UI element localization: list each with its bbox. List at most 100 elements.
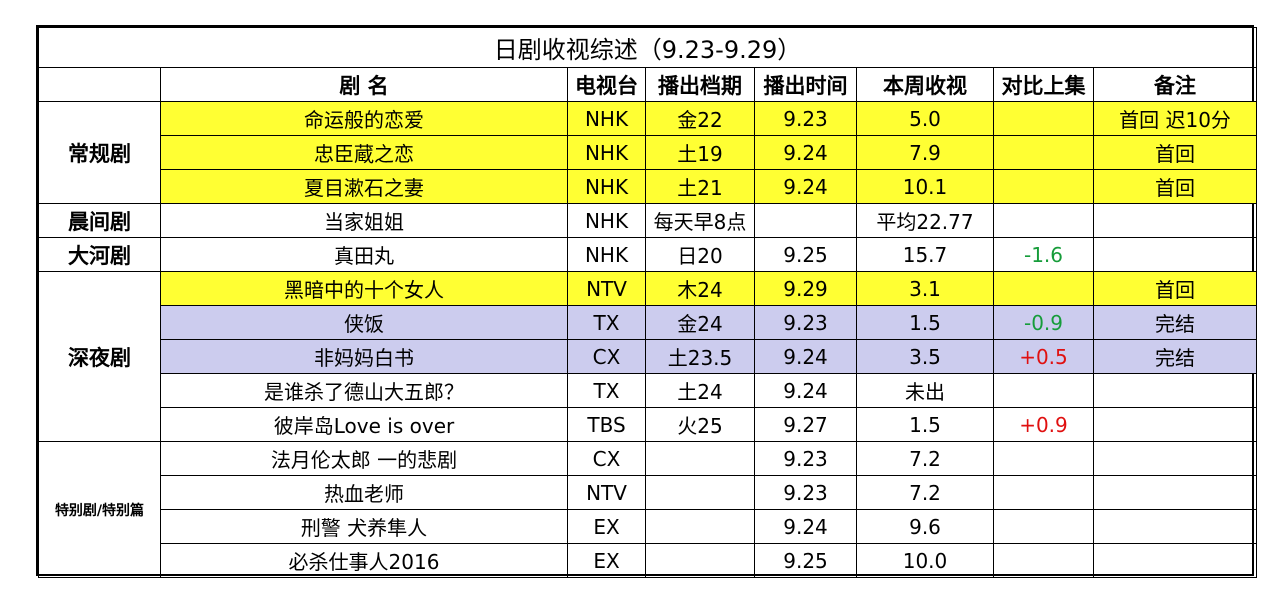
table-row: 大河剧 真田丸 NHK 日20 9.25 15.7 -1.6 <box>38 237 1258 272</box>
cell-rating: 平均22.77 <box>856 203 994 238</box>
cell-diff <box>993 373 1094 408</box>
cell-name: 是谁杀了德山大五郎？ <box>160 373 568 408</box>
cell-note: 完结 <box>1092 305 1258 340</box>
cell-airdate: 9.25 <box>754 543 857 578</box>
cell-station: EX <box>567 543 646 578</box>
header-name: 剧 名 <box>160 67 568 102</box>
cell-note <box>1092 441 1258 476</box>
cell-rating: 7.2 <box>856 475 994 510</box>
ratings-table: 日剧收视综述（9.23-9.29） 剧 名 电视台 播出档期 播出时间 本周收视… <box>37 27 1258 578</box>
cell-slot <box>645 509 755 544</box>
cell-rating: 3.5 <box>856 339 994 374</box>
cell-name: 忠臣蔵之恋 <box>160 135 568 170</box>
table-row: 深夜剧 黑暗中的十个女人 NTV 木24 9.29 3.1 首回 <box>38 271 1258 442</box>
cell-airdate: 9.24 <box>754 169 857 204</box>
cell-note: 首回 迟10分 <box>1092 101 1258 136</box>
cell-diff <box>993 543 1094 578</box>
cell-slot: 金24 <box>645 305 755 340</box>
table-row: 侠饭 TX 金24 9.23 1.5 -0.9 完结 <box>39 305 1258 340</box>
cell-name: 夏目漱石之妻 <box>160 169 568 204</box>
header-note: 备注 <box>1092 67 1258 102</box>
cell-slot: 木24 <box>645 271 755 306</box>
table-row: 常规剧 命运般的恋爱 NHK 金22 9.23 5.0 首回 迟10分 <box>38 101 1258 204</box>
cell-name: 刑警 犬养隼人 <box>160 509 568 544</box>
cell-airdate: 9.24 <box>754 373 857 408</box>
cell-name: 彼岸岛Love is over <box>160 407 568 442</box>
cell-note: 首回 <box>1092 135 1258 170</box>
cell-slot: 土23.5 <box>645 339 755 374</box>
category-morning: 晨间剧 <box>38 203 161 238</box>
cell-station: NTV <box>567 475 646 510</box>
header-slot: 播出档期 <box>645 67 755 102</box>
cell-rating: 7.9 <box>856 135 994 170</box>
cell-station: NHK <box>567 169 646 204</box>
cell-note <box>1092 475 1258 510</box>
title-row: 日剧收视综述（9.23-9.29） <box>37 27 1258 68</box>
cell-station: EX <box>567 509 646 544</box>
cell-diff <box>993 441 1094 476</box>
table-row: 是谁杀了德山大五郎？ TX 土24 9.24 未出 <box>39 373 1258 408</box>
cell-note <box>1092 237 1258 272</box>
cell-slot: 土19 <box>645 135 755 170</box>
category-taiga: 大河剧 <box>38 237 161 272</box>
cell-name: 当家姐姐 <box>160 203 568 238</box>
cell-note <box>1092 373 1258 408</box>
table-row: 特别剧/特别篇 法月伦太郎 一的悲剧 CX 9.23 7.2 <box>38 441 1258 578</box>
cell-airdate: 9.23 <box>754 305 857 340</box>
table-row: 彼岸岛Love is over TBS 火25 9.27 1.5 +0.9 <box>39 407 1258 442</box>
cell-station: NHK <box>567 203 646 238</box>
cell-station: CX <box>567 441 646 476</box>
cell-rating: 10.1 <box>856 169 994 204</box>
header-airdate: 播出时间 <box>754 67 857 102</box>
cell-station: NHK <box>567 101 646 136</box>
cell-slot: 金22 <box>645 101 755 136</box>
cell-diff <box>993 203 1094 238</box>
header-rating: 本周收视 <box>856 67 994 102</box>
cell-station: NHK <box>567 135 646 170</box>
header-category <box>38 67 161 102</box>
table-row: 刑警 犬养隼人 EX 9.24 9.6 <box>39 509 1258 544</box>
cell-name: 非妈妈白书 <box>160 339 568 374</box>
cell-note <box>1092 509 1258 544</box>
cell-diff <box>993 135 1094 170</box>
cell-slot <box>645 441 755 476</box>
cell-rating: 3.1 <box>856 271 994 306</box>
cell-diff: +0.9 <box>993 407 1094 442</box>
cell-name: 热血老师 <box>160 475 568 510</box>
table-row: 热血老师 NTV 9.23 7.2 <box>39 475 1258 510</box>
cell-diff: -0.9 <box>993 305 1094 340</box>
cell-airdate: 9.24 <box>754 509 857 544</box>
cell-rating: 未出 <box>856 373 994 408</box>
cell-station: NTV <box>567 271 646 306</box>
cell-note: 完结 <box>1092 339 1258 374</box>
table-title: 日剧收视综述（9.23-9.29） <box>37 27 1258 68</box>
ratings-table-sheet: 日剧收视综述（9.23-9.29） 剧 名 电视台 播出档期 播出时间 本周收视… <box>36 25 1258 578</box>
cell-airdate: 9.23 <box>754 441 857 476</box>
header-row: 剧 名 电视台 播出档期 播出时间 本周收视 对比上集 备注 <box>38 67 1258 102</box>
cell-slot <box>645 475 755 510</box>
cell-airdate <box>754 203 857 238</box>
cell-name: 命运般的恋爱 <box>160 101 568 136</box>
cell-diff: +0.5 <box>993 339 1094 374</box>
cell-rating: 7.2 <box>856 441 994 476</box>
cell-note: 首回 <box>1092 271 1258 306</box>
cell-note: 首回 <box>1092 169 1258 204</box>
cell-rating: 10.0 <box>856 543 994 578</box>
cell-airdate: 9.24 <box>754 339 857 374</box>
cell-name: 法月伦太郎 一的悲剧 <box>160 441 568 476</box>
cell-diff <box>993 101 1094 136</box>
cell-name: 必杀仕事人2016 <box>160 543 568 578</box>
cell-rating: 1.5 <box>856 407 994 442</box>
cell-slot: 土24 <box>645 373 755 408</box>
table-row: 晨间剧 当家姐姐 NHK 每天早8点 平均22.77 <box>38 203 1258 238</box>
cell-airdate: 9.23 <box>754 101 857 136</box>
table-row: 非妈妈白书 CX 土23.5 9.24 3.5 +0.5 完结 <box>39 339 1258 374</box>
header-diff: 对比上集 <box>993 67 1094 102</box>
cell-name: 真田丸 <box>160 237 568 272</box>
cell-slot <box>645 543 755 578</box>
cell-airdate: 9.29 <box>754 271 857 306</box>
cell-station: TBS <box>567 407 646 442</box>
table-row: 必杀仕事人2016 EX 9.25 10.0 <box>39 543 1258 578</box>
cell-slot: 火25 <box>645 407 755 442</box>
cell-note <box>1092 543 1258 578</box>
